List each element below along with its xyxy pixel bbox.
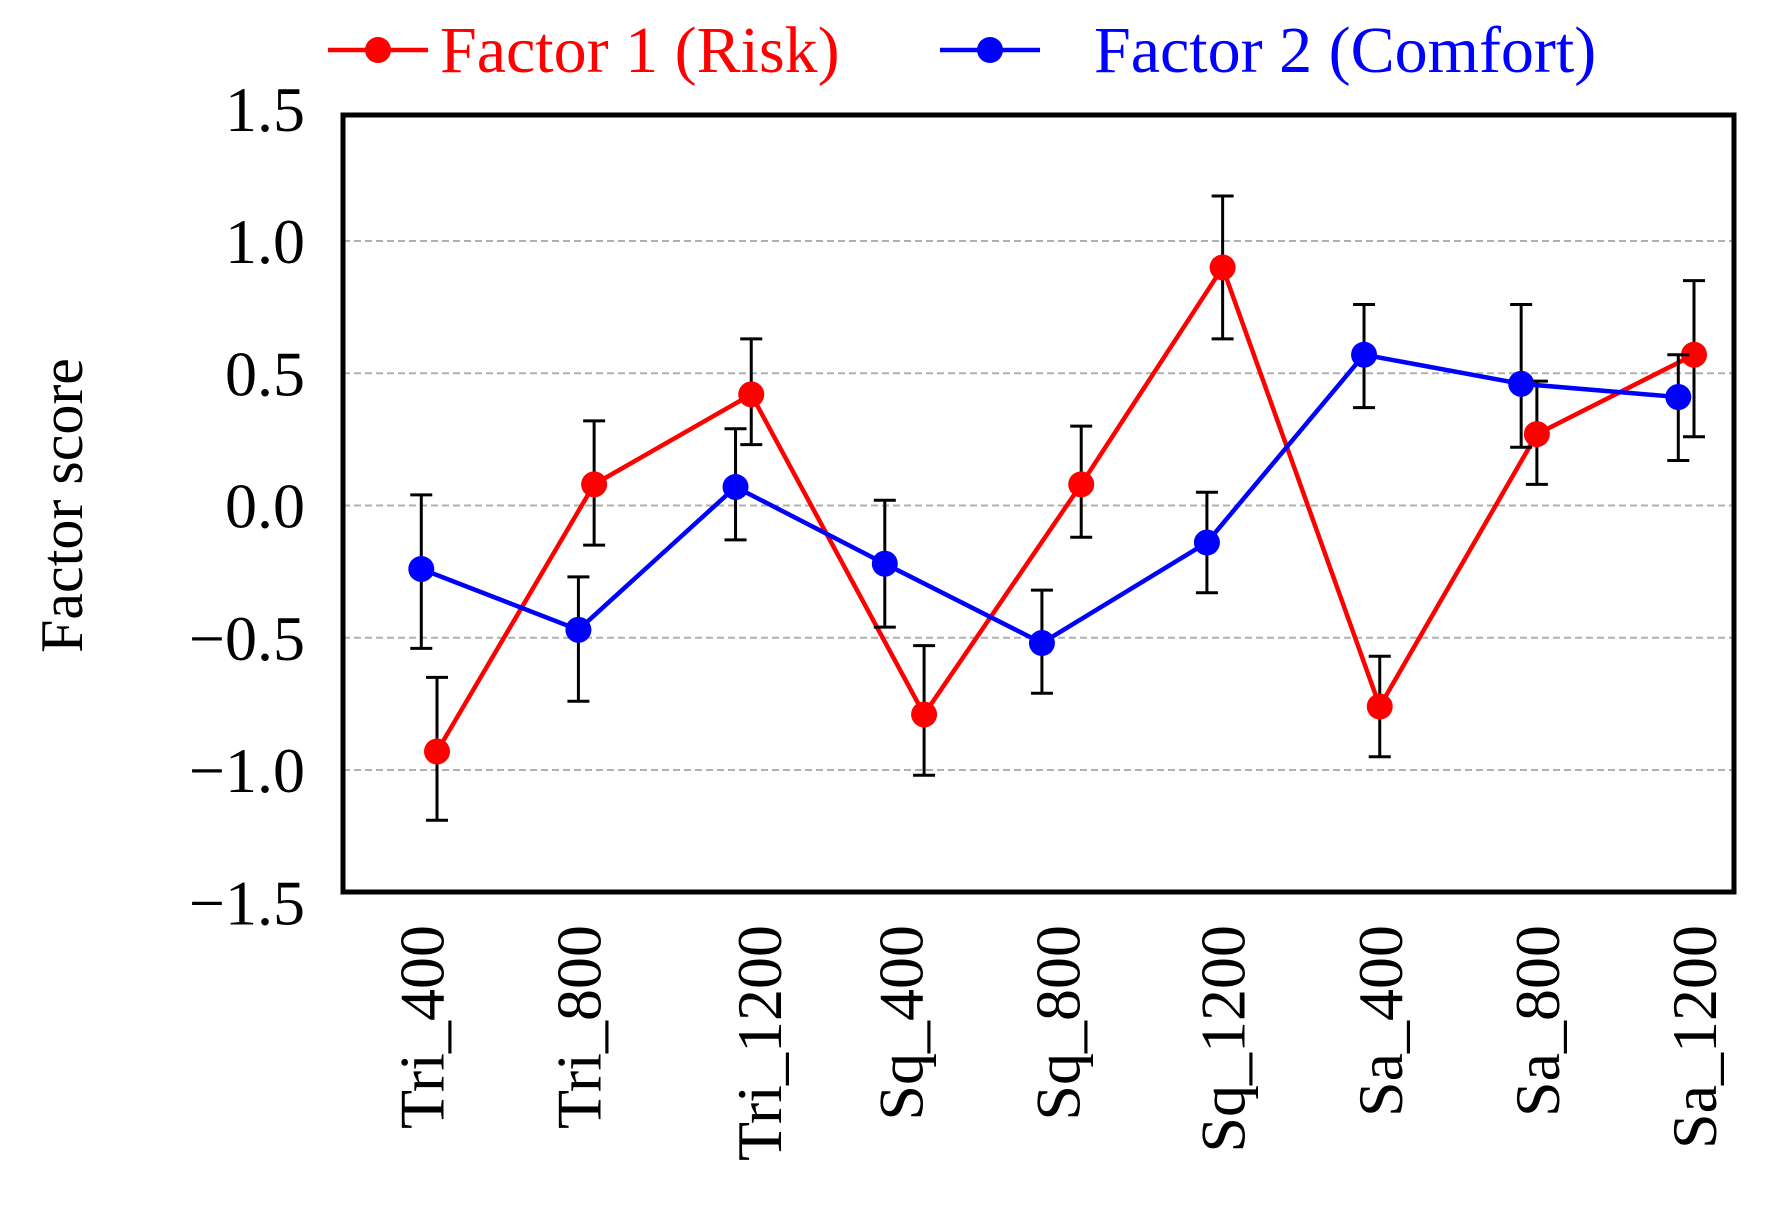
x-tick-label: Tri_800 (543, 925, 614, 1129)
x-tick-label: Sq_800 (1023, 925, 1094, 1121)
data-point-series-2 (1028, 630, 1055, 657)
legend-marker-1 (365, 37, 391, 63)
x-tick-label: Tri_1200 (724, 925, 795, 1161)
data-point-series-2 (871, 550, 898, 577)
data-point-series-1 (911, 701, 938, 728)
data-point-series-1 (581, 471, 608, 498)
x-tick-label: Tri_400 (386, 925, 457, 1129)
y-tick-label: −0.5 (189, 603, 305, 674)
data-point-series-2 (1193, 529, 1220, 556)
data-point-series-2 (1351, 341, 1378, 368)
y-tick-label: −1.0 (189, 735, 305, 806)
data-point-series-1 (738, 381, 765, 408)
y-tick-label: 0.5 (225, 338, 305, 409)
legend-label-1: Factor 1 (Risk) (440, 14, 840, 87)
data-point-series-1 (1366, 693, 1393, 720)
data-point-series-1 (1681, 341, 1707, 368)
y-axis-label: Factor score (29, 358, 95, 653)
x-tick-label: Sa_1200 (1659, 925, 1730, 1149)
data-point-series-1 (1068, 471, 1095, 498)
x-tick-label: Sq_1200 (1188, 925, 1259, 1153)
series-line-2 (420, 352, 1679, 646)
data-point-series-2 (408, 555, 435, 582)
legend-label-2: Factor 2 (Comfort) (1094, 14, 1596, 87)
legend-marker-2 (977, 37, 1003, 63)
data-point-series-2 (1665, 384, 1692, 411)
data-point-series-1 (1209, 254, 1236, 281)
x-tick-label: Sa_800 (1502, 925, 1573, 1117)
x-tick-label: Sa_400 (1345, 925, 1416, 1117)
y-tick-label: 0.0 (225, 471, 305, 542)
plot-frame (340, 112, 1737, 895)
x-tick-label: Sq_400 (866, 925, 937, 1121)
series-line-1 (435, 265, 1696, 753)
data-point-series-2 (1508, 370, 1535, 397)
y-tick-label: 1.0 (225, 206, 305, 277)
y-tick-label: 1.5 (225, 74, 305, 145)
data-point-series-1 (424, 738, 450, 765)
data-point-series-2 (722, 473, 749, 500)
data-point-series-2 (565, 616, 592, 643)
data-point-series-1 (1523, 421, 1550, 448)
y-tick-label: −1.5 (189, 867, 305, 938)
